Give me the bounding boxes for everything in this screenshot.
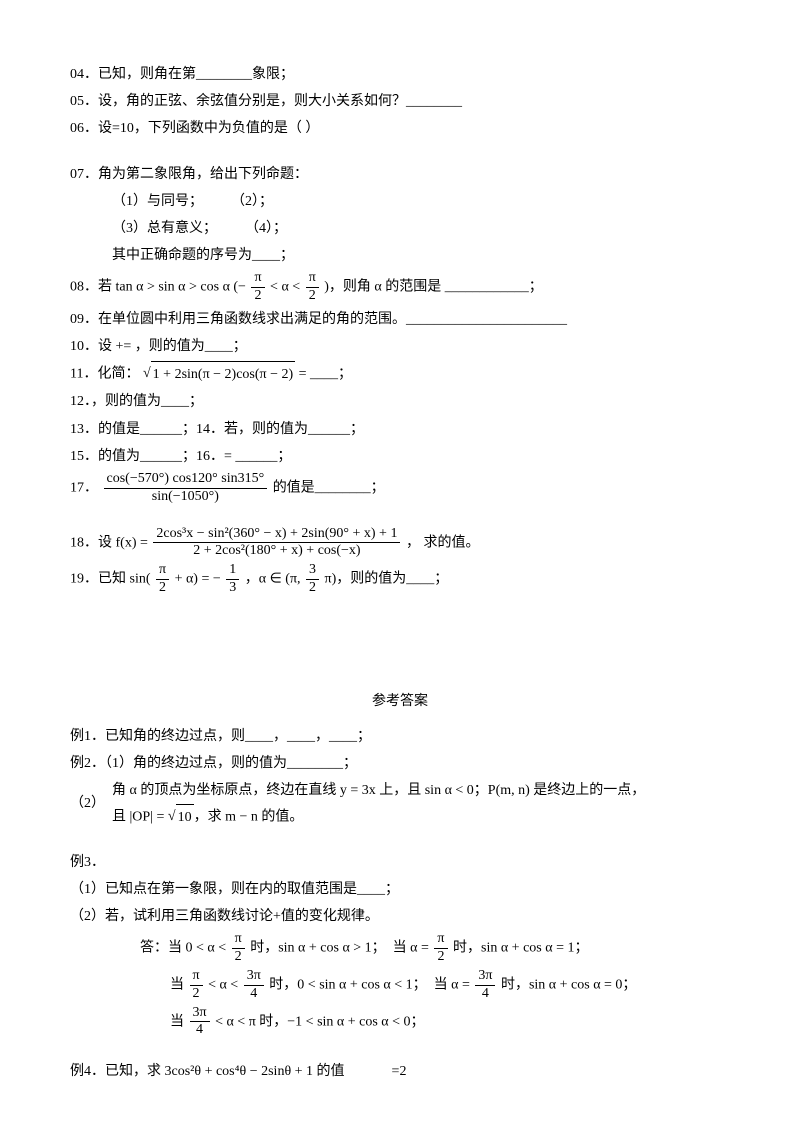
pi-over-2c: π2 bbox=[156, 562, 169, 597]
q19-text-4: π)，则的值为____； bbox=[325, 572, 449, 587]
ex4: 例4．已知，求 3cos²θ + cos⁴θ − 2sinθ + 1 的值 =2 bbox=[70, 1059, 730, 1084]
ex4-answer: =2 bbox=[392, 1064, 407, 1079]
answers-title: 参考答案 bbox=[70, 689, 730, 714]
pi-over-2: π2 bbox=[251, 270, 264, 305]
q07-answer: 其中正确命题的序号为____； bbox=[70, 243, 730, 268]
q13-14: 13．的值是______；14．若，则的值为______； bbox=[70, 417, 730, 442]
q07: 07．角为第二象限角，给出下列命题： bbox=[70, 162, 730, 187]
ex4-text: 例4．已知，求 3cos²θ + cos⁴θ − 2sinθ + 1 的值 bbox=[70, 1064, 345, 1079]
q17: 17． cos(−570°) cos120° sin315°sin(−1050°… bbox=[70, 471, 730, 506]
pi-over-2b: π2 bbox=[306, 270, 319, 305]
pi2-f1: π2 bbox=[232, 931, 245, 966]
q18-tail: ， 求的值。 bbox=[406, 535, 480, 550]
3pi4-f1: 3π4 bbox=[244, 968, 264, 1003]
pi2-f3: π2 bbox=[190, 968, 203, 1003]
q07-opt3: （3）总有意义； （4）； bbox=[70, 216, 730, 241]
q08-text-3: )，则角 α 的范围是 ____________； bbox=[324, 280, 543, 295]
q10: 10．设 += ，则的值为____； bbox=[70, 334, 730, 359]
3pi4-f2: 3π4 bbox=[475, 968, 495, 1003]
q08-text-2: < α < bbox=[270, 280, 304, 295]
pi2-f2: π2 bbox=[434, 931, 447, 966]
sqrt-expr: 1 + 2sin(π − 2)cos(π − 2) bbox=[143, 361, 295, 387]
ex3-ans-line3: 当 3π4 < α < π 时，−1 < sin α + cos α < 0； bbox=[70, 1005, 730, 1040]
ex2-part2-line2: 且 |OP| = 10，求 m − n 的值。 bbox=[112, 804, 645, 830]
sqrt-10: 10 bbox=[168, 804, 194, 830]
q15-16: 15．的值为______；16．= ______； bbox=[70, 444, 730, 469]
q07-opt1: （1）与同号； （2）； bbox=[70, 189, 730, 214]
one-third: 13 bbox=[226, 562, 239, 597]
q04: 04．已知，则角在第________象限； bbox=[70, 62, 730, 87]
ex2: 例2．（1）角的终边过点，则的值为________； bbox=[70, 751, 730, 776]
ex2-part2-line1: 角 α 的顶点为坐标原点，终边在直线 y = 3x 上，且 sin α < 0；… bbox=[112, 778, 645, 803]
q19-text-3: ，α ∈ (π, bbox=[245, 572, 304, 587]
q08: 08．若 tan α > sin α > cos α (− π2 < α < π… bbox=[70, 270, 730, 305]
q17-label: 17． bbox=[70, 481, 98, 496]
three-halves: 32 bbox=[306, 562, 319, 597]
ex3-part2: （2）若，试利用三角函数线讨论+值的变化规律。 bbox=[70, 904, 730, 929]
ex2-part2-label: （2） bbox=[70, 791, 112, 816]
ex3-part1: （1）已知点在第一象限，则在内的取值范围是____； bbox=[70, 877, 730, 902]
q06: 06．设=10，下列函数中为负值的是（ ） bbox=[70, 116, 730, 141]
ex2-part2: （2） 角 α 的顶点为坐标原点，终边在直线 y = 3x 上，且 sin α … bbox=[70, 778, 730, 829]
q09: 09．在单位圆中利用三角函数线求出满足的角的范围。_______________… bbox=[70, 307, 730, 332]
q11-tail: = ____； bbox=[299, 367, 352, 382]
q08-text-1: 08．若 tan α > sin α > cos α (− bbox=[70, 280, 246, 295]
q11-label: 11．化简： bbox=[70, 367, 139, 382]
q18-frac: 2cos³x − sin²(360° − x) + 2sin(90° + x) … bbox=[153, 526, 400, 561]
q18-label: 18．设 f(x) = bbox=[70, 535, 151, 550]
q11: 11．化简： 1 + 2sin(π − 2)cos(π − 2) = ____； bbox=[70, 361, 730, 387]
q19-text-2: + α) = − bbox=[175, 572, 221, 587]
3pi4-f3: 3π4 bbox=[190, 1005, 210, 1040]
q19-text-1: 19．已知 sin( bbox=[70, 572, 151, 587]
q17-frac: cos(−570°) cos120° sin315°sin(−1050°) bbox=[104, 471, 268, 506]
ex3-ans-line2: 当 π2 < α < 3π4 时，0 < sin α + cos α < 1； … bbox=[70, 968, 730, 1003]
ex3-ans-line1: 答：当 0 < α < π2 时，sin α + cos α > 1； 当 α … bbox=[70, 931, 730, 966]
ex3: 例3． bbox=[70, 850, 730, 875]
q05: 05．设，角的正弦、余弦值分别是，则大小关系如何？________ bbox=[70, 89, 730, 114]
q18: 18．设 f(x) = 2cos³x − sin²(360° − x) + 2s… bbox=[70, 526, 730, 561]
q19: 19．已知 sin( π2 + α) = − 13 ，α ∈ (π, 32 π)… bbox=[70, 562, 730, 597]
q17-tail: 的值是________； bbox=[273, 481, 385, 496]
ex1: 例1．已知角的终边过点，则____，____，____； bbox=[70, 724, 730, 749]
q12: 12．，则的值为____； bbox=[70, 389, 730, 414]
